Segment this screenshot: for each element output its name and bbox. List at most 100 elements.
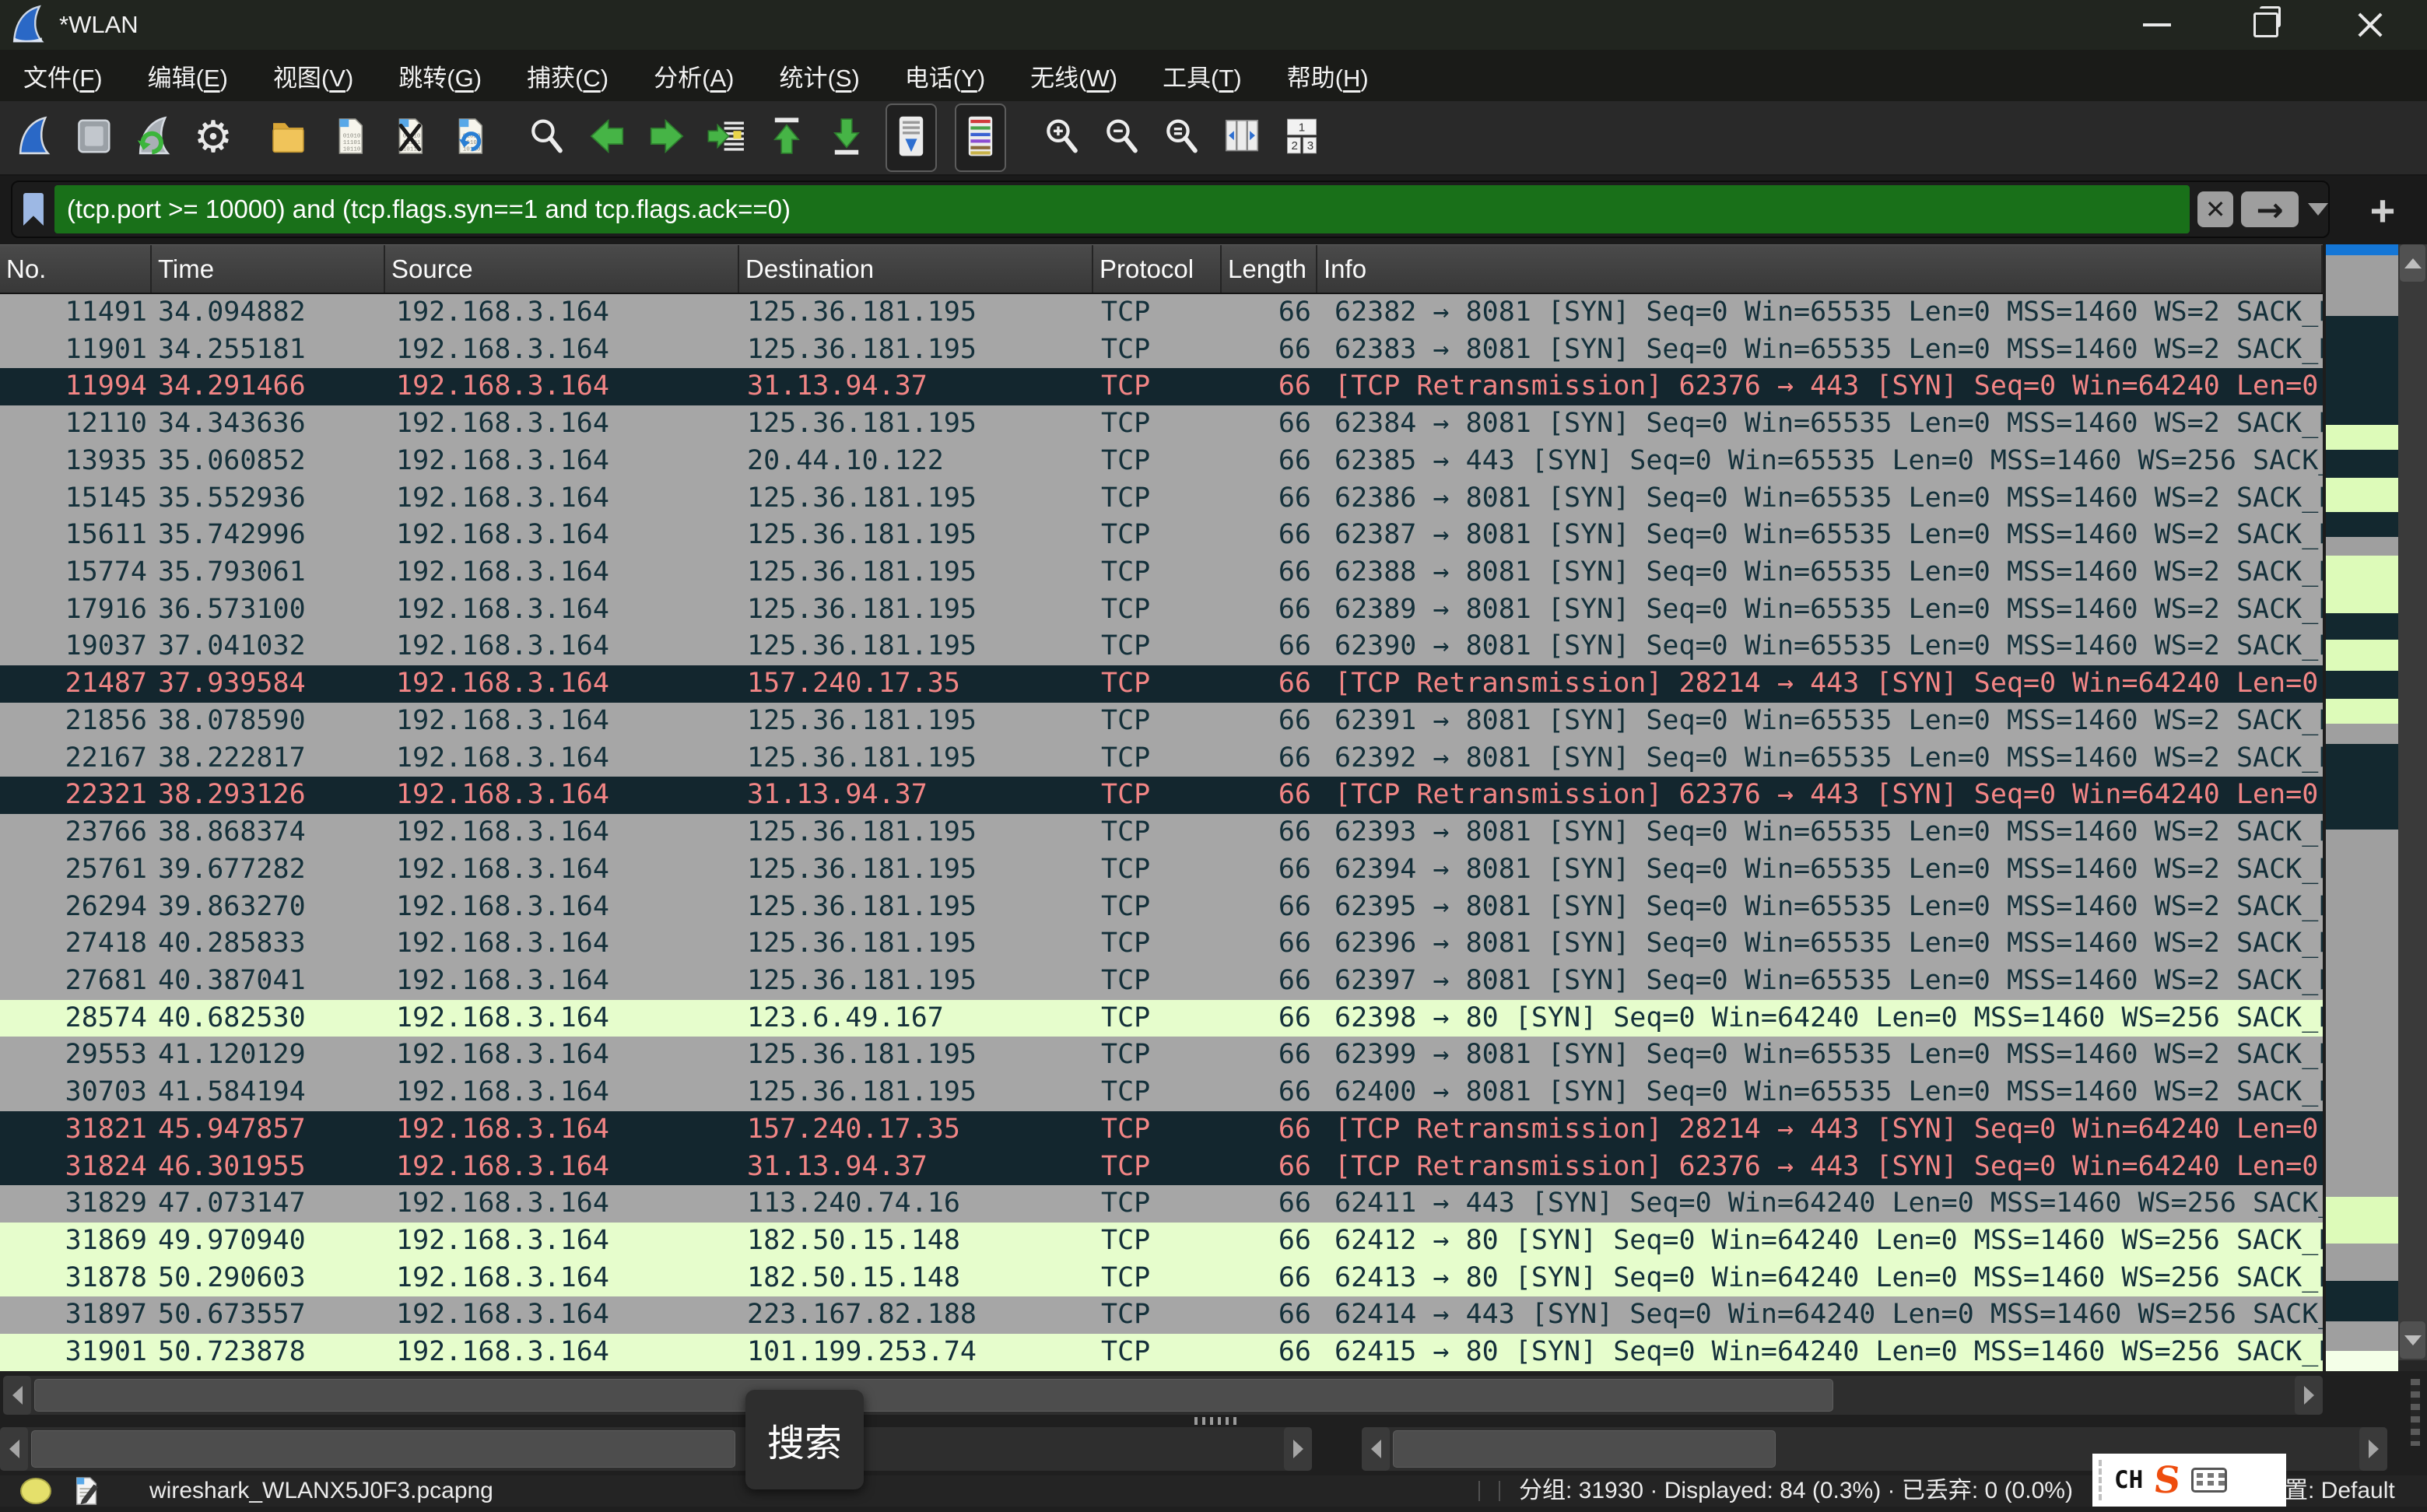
ime-drag-handle[interactable]: [2099, 1460, 2102, 1500]
packet-row[interactable]: 15145 35.552936 192.168.3.164 125.36.181.19…: [0, 479, 2323, 517]
menu-item-h[interactable]: 帮助(H): [1286, 64, 1369, 92]
column-header-destination[interactable]: Destination: [739, 245, 1093, 293]
go-back-button[interactable]: [586, 111, 628, 165]
menu-item-v[interactable]: 视图(V): [272, 64, 354, 92]
filter-bookmark-button[interactable]: [12, 182, 54, 237]
reload-file-button[interactable]: 01010 11101 10110: [449, 111, 491, 165]
scroll-up-button[interactable]: [2400, 244, 2425, 282]
column-header-source[interactable]: Source: [385, 245, 739, 293]
go-to-packet-button[interactable]: [706, 111, 748, 165]
packet-row[interactable]: 15611 35.742996 192.168.3.164 125.36.181.19…: [0, 517, 2323, 555]
cell-time: 45.947857: [158, 1113, 306, 1145]
packet-row[interactable]: 25761 39.677282 192.168.3.164 125.36.181.19…: [0, 851, 2323, 889]
expert-info-icon[interactable]: [20, 1478, 51, 1504]
filter-apply-button[interactable]: →: [2241, 191, 2299, 229]
scroll-right-button[interactable]: [2359, 1427, 2387, 1471]
scroll-down-button[interactable]: [2400, 1321, 2425, 1359]
filter-clear-button[interactable]: ✕: [2197, 191, 2234, 227]
stop-capture-button[interactable]: [72, 111, 114, 165]
zoom-reset-button[interactable]: [1161, 111, 1203, 165]
open-file-button[interactable]: [269, 111, 311, 165]
menu-item-a[interactable]: 分析(A): [654, 64, 735, 92]
start-capture-button[interactable]: [12, 111, 54, 165]
menu-item-t[interactable]: 工具(T): [1163, 64, 1242, 92]
hscrollbar-thumb[interactable]: [1393, 1430, 1776, 1468]
menu-item-c[interactable]: 捕获(C): [527, 64, 609, 92]
display-filter-input[interactable]: (tcp.port >= 10000) and (tcp.flags.syn==…: [54, 185, 2190, 233]
packet-list-hscrollbar[interactable]: [3, 1376, 2323, 1415]
scroll-left-button[interactable]: [3, 1376, 31, 1415]
packet-row[interactable]: 11994 34.291466 192.168.3.164 31.13.94.37 TC…: [0, 368, 2323, 406]
hscrollbar-thumb[interactable]: [31, 1430, 735, 1468]
packet-row[interactable]: 31821 45.947857 192.168.3.164 157.240.17.35…: [0, 1110, 2323, 1149]
packet-row[interactable]: 31869 49.970940 192.168.3.164 182.50.15.148…: [0, 1222, 2323, 1260]
detail-pane-hscrollbar[interactable]: [0, 1427, 1312, 1471]
scroll-right-button[interactable]: [1284, 1427, 1312, 1471]
packet-row[interactable]: 31901 50.723878 192.168.3.164 101.199.253.7…: [0, 1334, 2323, 1371]
packet-row[interactable]: 26294 39.863270 192.168.3.164 125.36.181.19…: [0, 888, 2323, 926]
column-header-length[interactable]: Length: [1222, 245, 1317, 293]
menu-item-g[interactable]: 跳转(G): [398, 64, 482, 92]
menu-item-e[interactable]: 编辑(E): [147, 64, 228, 92]
packet-row[interactable]: 30703 41.584194 192.168.3.164 125.36.181.19…: [0, 1074, 2323, 1111]
go-first-button[interactable]: [766, 111, 808, 165]
packet-row[interactable]: 31878 50.290603 192.168.3.164 182.50.15.148…: [0, 1259, 2323, 1297]
edit-capture-comment-icon[interactable]: [73, 1476, 101, 1506]
packet-row[interactable]: 11901 34.255181 192.168.3.164 125.36.181.19…: [0, 331, 2323, 369]
packet-row[interactable]: 17916 36.573100 192.168.3.164 125.36.181.19…: [0, 591, 2323, 629]
menu-item-f[interactable]: 文件(F): [23, 64, 103, 92]
packet-row[interactable]: 28574 40.682530 192.168.3.164 123.6.49.167 T…: [0, 999, 2323, 1037]
ime-keyboard-icon[interactable]: [2191, 1468, 2228, 1493]
packet-row[interactable]: 31897 50.673557 192.168.3.164 223.167.82.18…: [0, 1296, 2323, 1335]
packet-row[interactable]: 22321 38.293126 192.168.3.164 31.13.94.37 TC…: [0, 777, 2323, 815]
close-button[interactable]: [2334, 0, 2406, 50]
colorize-button[interactable]: [955, 103, 1006, 172]
go-last-button[interactable]: [826, 111, 868, 165]
zoom-in-button[interactable]: [1041, 111, 1083, 165]
scroll-left-button[interactable]: [1362, 1427, 1390, 1471]
column-header-protocol[interactable]: Protocol: [1093, 245, 1222, 293]
packet-row[interactable]: 13935 35.060852 192.168.3.164 20.44.10.122 T…: [0, 442, 2323, 480]
hscrollbar-thumb[interactable]: [34, 1379, 1833, 1412]
filter-add-button[interactable]: +: [2369, 185, 2396, 235]
packet-row[interactable]: 11491 34.094882 192.168.3.164 125.36.181.19…: [0, 294, 2323, 332]
resize-columns-button[interactable]: [1221, 111, 1263, 165]
scroll-right-button[interactable]: [2295, 1376, 2323, 1415]
packet-row[interactable]: 19037 37.041032 192.168.3.164 125.36.181.19…: [0, 628, 2323, 666]
save-file-button[interactable]: 01010 11101 10110: [329, 111, 371, 165]
column-header-time[interactable]: Time: [152, 245, 385, 293]
find-packet-button[interactable]: [526, 111, 568, 165]
restore-button[interactable]: [2230, 0, 2302, 50]
packet-row[interactable]: 21487 37.939584 192.168.3.164 157.240.17.35…: [0, 665, 2323, 703]
pane-splitter-handle[interactable]: [1194, 1416, 1249, 1426]
go-forward-button[interactable]: [646, 111, 688, 165]
packet-row[interactable]: 12110 34.343636 192.168.3.164 125.36.181.19…: [0, 405, 2323, 443]
auto-scroll-button[interactable]: [886, 103, 937, 172]
packet-row[interactable]: 29553 41.120129 192.168.3.164 125.36.181.19…: [0, 1037, 2323, 1075]
ime-language-indicator[interactable]: CH: [2114, 1466, 2144, 1494]
packet-row[interactable]: 27418 40.285833 192.168.3.164 125.36.181.19…: [0, 925, 2323, 963]
capture-options-button[interactable]: ⚙: [192, 111, 234, 165]
packet-row[interactable]: 27681 40.387041 192.168.3.164 125.36.181.19…: [0, 962, 2323, 1000]
menu-item-y[interactable]: 电话(Y): [904, 64, 986, 92]
scroll-left-button[interactable]: [0, 1427, 28, 1471]
menu-item-w[interactable]: 无线(W): [1030, 64, 1118, 92]
vertical-scrollbar[interactable]: [2398, 244, 2427, 1371]
packet-minimap-scrollbar[interactable]: [2323, 244, 2398, 1371]
zoom-out-button[interactable]: [1101, 111, 1143, 165]
packet-row[interactable]: 15774 35.793061 192.168.3.164 125.36.181.19…: [0, 554, 2323, 591]
packet-row[interactable]: 31829 47.073147 192.168.3.164 113.240.74.16…: [0, 1185, 2323, 1223]
filter-dropdown-chevron-icon[interactable]: [2308, 203, 2328, 216]
packet-row[interactable]: 23766 38.868374 192.168.3.164 125.36.181.19…: [0, 814, 2323, 851]
packet-row[interactable]: 22167 38.222817 192.168.3.164 125.36.181.19…: [0, 739, 2323, 777]
column-header-info[interactable]: Info: [1317, 245, 2323, 293]
packet-row[interactable]: 31824 46.301955 192.168.3.164 31.13.94.37 TC…: [0, 1148, 2323, 1186]
sogou-logo-icon[interactable]: S: [2152, 1458, 2183, 1502]
packet-row[interactable]: 21856 38.078590 192.168.3.164 125.36.181.19…: [0, 702, 2323, 740]
menu-item-s[interactable]: 统计(S): [779, 64, 860, 92]
column-header-no[interactable]: No.: [0, 245, 152, 293]
restart-capture-button[interactable]: [132, 111, 174, 165]
minimize-button[interactable]: [2121, 0, 2193, 50]
